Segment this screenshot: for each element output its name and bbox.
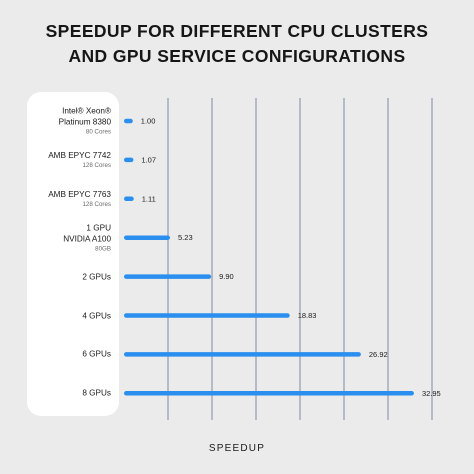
category-label: 6 GPUs [1, 349, 111, 360]
category-label-panel [27, 92, 119, 416]
x-axis-label: SPEEDUP [208, 443, 266, 454]
bar [124, 157, 134, 163]
category-label-line: 2 GPUs [82, 272, 111, 282]
bar-value-label: 1.11 [142, 194, 156, 203]
category-label-line: 1 GPU [86, 223, 111, 233]
bar-value-label: 5.23 [178, 233, 193, 242]
bar [124, 118, 133, 124]
category-label: Intel® Xeon® Platinum 8380 80 Cores [1, 106, 111, 137]
bar [124, 196, 134, 202]
category-sublabel: 80GB [95, 245, 111, 253]
bar-value-label: 18.83 [298, 311, 317, 320]
category-label: 4 GPUs [1, 310, 111, 321]
bar [124, 313, 290, 318]
bar-value-label: 1.00 [141, 117, 156, 126]
category-label: 8 GPUs [1, 388, 111, 399]
bar-value-label: 1.07 [141, 155, 156, 164]
category-label-line: 4 GPUs [82, 311, 111, 320]
category-label-line: 6 GPUs [82, 349, 111, 359]
category-label-line: AMB EPYC 7763 [48, 189, 111, 199]
category-labels: Intel® Xeon® Platinum 8380 80 Cores AMB EPY… [0, 0, 111, 474]
category-label-line: 8 GPUs [82, 388, 111, 398]
bar [124, 352, 361, 357]
bar [124, 391, 414, 396]
category-label: AMB EPYC 7763 128 Cores [1, 189, 111, 209]
chart-title-line-1: SPEEDUP FOR DIFFERENT CPU CLUSTERS [45, 21, 429, 41]
category-label-line: Platinum 8380 [58, 117, 111, 127]
bar-value-label: 9.90 [219, 272, 234, 281]
bar [124, 235, 171, 240]
category-sublabel: 128 Cores [82, 161, 111, 169]
category-label-line: NVIDIA A100 [63, 234, 111, 244]
bar-value-label: 26.92 [369, 350, 388, 359]
category-sublabel: 128 Cores [82, 200, 111, 208]
category-label: 1 GPU NVIDIA A100 80GB [1, 222, 111, 253]
bar [124, 274, 212, 279]
bar-value-label: 32.95 [422, 389, 441, 398]
category-label: 2 GPUs [1, 271, 111, 282]
category-label-line: Intel® Xeon® [62, 106, 111, 116]
category-sublabel: 80 Cores [85, 128, 111, 136]
category-label-line: AMB EPYC 7742 [48, 150, 111, 160]
chart-title-line-2: AND GPU SERVICE CONFIGURATIONS [68, 46, 406, 66]
chart-title: SPEEDUP FOR DIFFERENT CPU CLUSTERS AND G… [0, 19, 474, 69]
category-label: AMB EPYC 7742 128 Cores [1, 150, 111, 170]
